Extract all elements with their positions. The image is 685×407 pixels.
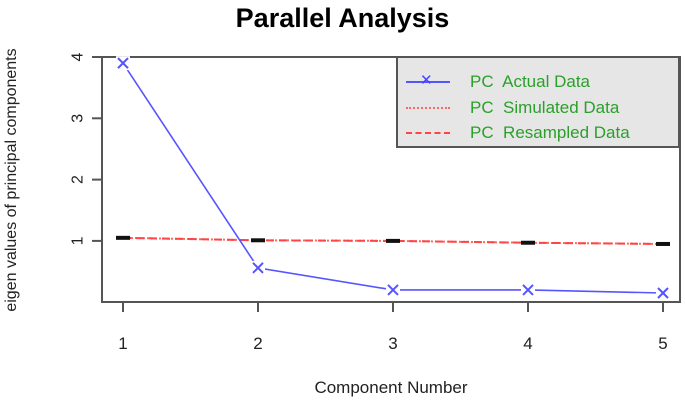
dotted-line-swatch-icon xyxy=(406,107,450,109)
x-tick-label: 3 xyxy=(388,334,397,353)
x-axis: 1 2 3 4 5 xyxy=(118,302,668,353)
x-marker-icon xyxy=(521,282,535,297)
chart-title: Parallel Analysis xyxy=(235,3,450,33)
x-marker-icon xyxy=(656,286,670,301)
x-tick-label: 1 xyxy=(118,334,127,353)
y-tick-label: 3 xyxy=(70,114,87,123)
y-axis: 1 2 3 4 xyxy=(70,52,102,245)
x-tick-label: 2 xyxy=(253,334,262,353)
dashed-line-swatch-icon xyxy=(406,132,450,134)
x-tick-label: 4 xyxy=(523,334,532,353)
solid-line-swatch-icon xyxy=(406,81,450,83)
y-tick-label: 4 xyxy=(70,52,87,61)
x-marker-icon: ✕ xyxy=(420,72,433,89)
series-layer xyxy=(116,56,670,301)
legend-label: PC Actual Data xyxy=(470,72,591,91)
legend-item-simulated: PC Simulated Data xyxy=(398,97,678,119)
x-marker-icon xyxy=(386,282,400,297)
x-axis-label: Component Number xyxy=(314,378,468,397)
legend-label: PC Resampled Data xyxy=(470,123,630,142)
legend: ✕ PC Actual Data PC Simulated Data PC Re… xyxy=(396,56,680,148)
legend-item-resampled: PC Resampled Data xyxy=(398,122,678,144)
legend-label: PC Simulated Data xyxy=(470,98,620,117)
legend-item-actual: ✕ PC Actual Data xyxy=(398,71,678,93)
y-tick-label: 1 xyxy=(70,236,87,245)
y-tick-label: 2 xyxy=(70,175,87,184)
y-axis-label: eigen values of principal components xyxy=(3,48,20,312)
x-marker-icon xyxy=(116,56,130,71)
x-marker-icon xyxy=(251,260,265,275)
x-tick-label: 5 xyxy=(658,334,667,353)
